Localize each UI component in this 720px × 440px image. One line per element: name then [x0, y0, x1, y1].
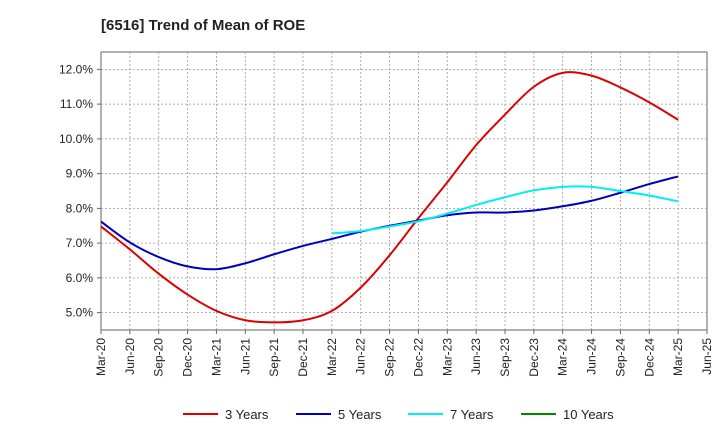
x-tick-label: Sep-22	[383, 338, 397, 377]
y-tick-label: 12.0%	[59, 62, 93, 76]
x-tick-label: Dec-22	[411, 338, 425, 377]
grid-lines	[101, 52, 707, 330]
x-tick-label: Jun-20	[123, 338, 137, 375]
x-tick-label: Jun-21	[238, 338, 252, 375]
x-tick-label: Mar-20	[94, 338, 108, 376]
y-tick-label: 11.0%	[60, 97, 93, 111]
x-tick-label: Mar-24	[556, 338, 570, 376]
legend-label: 7 Years	[450, 407, 494, 422]
legend-label: 3 Years	[225, 407, 269, 422]
x-tick-label: Sep-24	[613, 338, 627, 377]
y-tick-label: 6.0%	[66, 271, 94, 285]
y-tick-label: 10.0%	[59, 132, 93, 146]
y-tick-label: 7.0%	[66, 236, 94, 250]
legend: 3 Years 5 Years 7 Years 10 Years	[183, 407, 614, 422]
x-tick-label: Dec-23	[527, 338, 541, 377]
series-line-1	[100, 71, 679, 324]
x-tick-label: Mar-22	[325, 338, 339, 376]
chart-title: [6516] Trend of Mean of ROE	[101, 17, 305, 34]
x-tick-label: Mar-21	[209, 338, 223, 376]
y-tick-label: 5.0%	[66, 306, 94, 320]
x-tick-label: Mar-25	[671, 338, 685, 376]
legend-label: 10 Years	[563, 407, 614, 422]
x-tick-label: Dec-24	[642, 338, 656, 377]
series-lines	[100, 71, 679, 324]
x-tick-label: Jun-22	[354, 338, 368, 375]
legend-label: 5 Years	[338, 407, 382, 422]
series-line-3	[331, 185, 679, 235]
x-tick-label: Mar-23	[440, 338, 454, 376]
x-tick-label: Sep-23	[498, 338, 512, 377]
x-tick-label: Dec-21	[296, 338, 310, 377]
y-tick-label: 8.0%	[66, 201, 94, 215]
x-tick-label: Sep-21	[267, 338, 281, 377]
x-tick-label: Dec-20	[181, 338, 195, 377]
y-axis-ticks: 5.0% 6.0% 7.0% 8.0% 9.0% 10.0% 11.0% 12.0%	[59, 62, 101, 320]
plot-area	[100, 51, 708, 331]
x-axis-ticks: Mar-20 Jun-20 Sep-20 Dec-20 Mar-21 Jun-21 Sep-…	[94, 330, 714, 377]
y-tick-label: 9.0%	[66, 167, 94, 181]
x-tick-label: Jun-25	[700, 338, 714, 375]
x-tick-label: Jun-24	[585, 338, 599, 375]
x-tick-label: Sep-20	[152, 338, 166, 377]
x-tick-label: Jun-23	[469, 338, 483, 375]
